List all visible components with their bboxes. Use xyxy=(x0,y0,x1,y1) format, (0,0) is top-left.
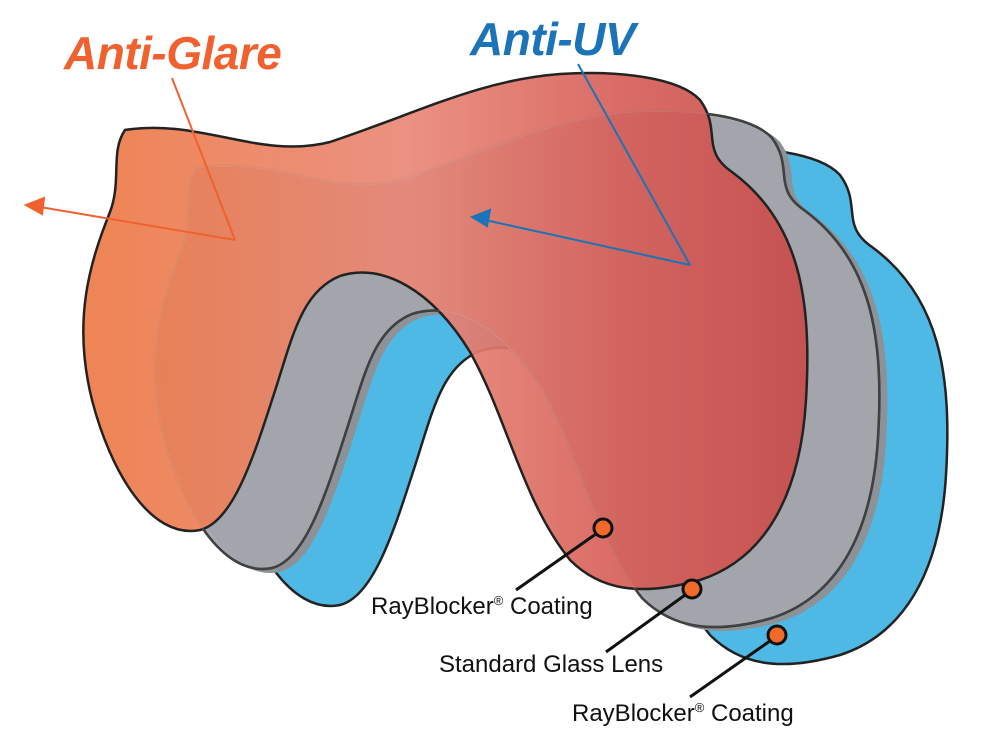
anti-uv-arrow xyxy=(469,63,691,266)
marker-dot xyxy=(766,624,788,646)
label-rayblocker-back: RayBlocker® Coating xyxy=(572,700,794,728)
callout-markers xyxy=(592,517,788,646)
label-text: RayBlocker xyxy=(572,700,695,727)
label-standard-glass: Standard Glass Lens xyxy=(439,651,663,679)
registered-mark: ® xyxy=(694,700,705,715)
anti-glare-arrow xyxy=(23,77,236,241)
marker-dot xyxy=(681,578,703,600)
label-text: Coating xyxy=(503,593,593,620)
label-text: Standard Glass Lens xyxy=(439,651,664,678)
callout-lines xyxy=(515,527,778,699)
label-text: Coating xyxy=(704,700,794,727)
anti-uv-title: Anti-UV xyxy=(470,13,636,65)
label-rayblocker-front: RayBlocker® Coating xyxy=(371,593,593,621)
marker-dot xyxy=(592,517,614,539)
registered-mark: ® xyxy=(493,593,504,608)
anti-glare-title: Anti-Glare xyxy=(64,27,282,79)
label-text: RayBlocker xyxy=(371,593,494,620)
